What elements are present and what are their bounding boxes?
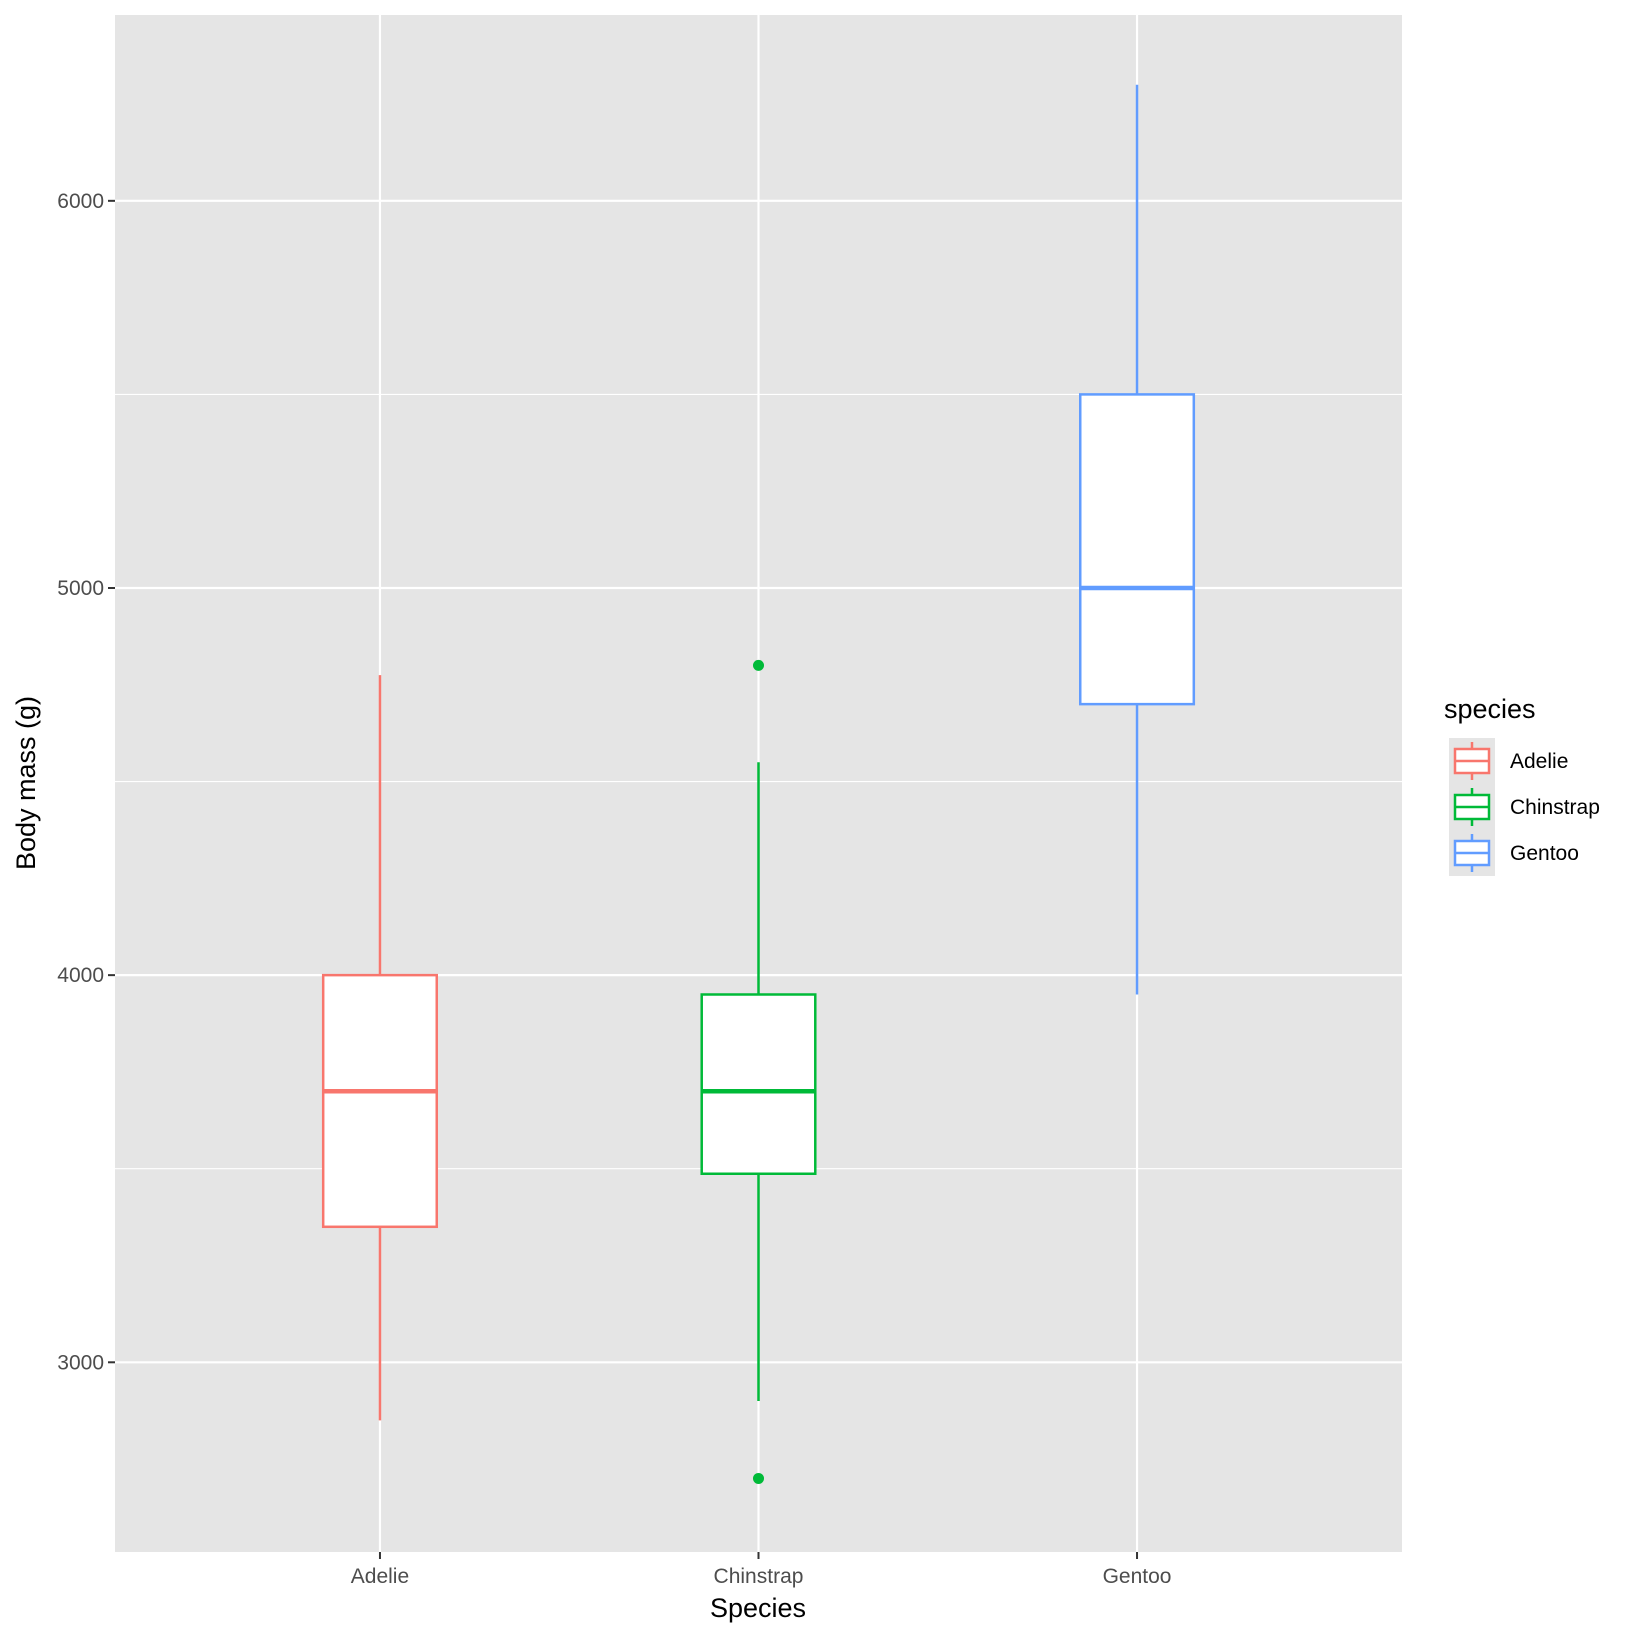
- iqr-box: [700, 993, 817, 1176]
- iqr-box: [321, 973, 438, 1229]
- legend-keys: Adelie Chinstrap Gentoo: [1449, 738, 1600, 876]
- legend: species Adelie Chinstrap Gentoo: [1444, 694, 1600, 876]
- box-adelie: [321, 675, 438, 1421]
- x-axis-title: Species: [710, 1593, 806, 1623]
- y-tick-label: 6000: [57, 190, 104, 213]
- legend-label: Adelie: [1510, 750, 1568, 773]
- y-tick-label: 4000: [57, 964, 104, 987]
- boxes-layer: [321, 84, 1196, 1484]
- x-axis: Adelie Chinstrap Gentoo: [351, 1552, 1172, 1588]
- y-tick-label: 3000: [57, 1351, 104, 1374]
- x-tick-label: Chinstrap: [714, 1565, 804, 1588]
- outlier-point: [753, 659, 764, 671]
- legend-key-gentoo: Gentoo: [1453, 834, 1579, 872]
- outlier-point: [753, 1472, 764, 1484]
- legend-label: Gentoo: [1510, 842, 1579, 865]
- legend-key-adelie: Adelie: [1453, 742, 1568, 780]
- y-axis-title: Body mass (g): [11, 696, 41, 870]
- iqr-box: [1079, 393, 1196, 706]
- box-gentoo: [1079, 84, 1196, 995]
- legend-key-chinstrap: Chinstrap: [1453, 788, 1600, 826]
- x-tick-label: Adelie: [351, 1565, 409, 1588]
- x-tick-label: Gentoo: [1103, 1565, 1172, 1588]
- y-axis: 3000 4000 5000 6000: [57, 190, 115, 1374]
- legend-label: Chinstrap: [1510, 796, 1600, 819]
- box-chinstrap: [700, 659, 817, 1484]
- y-tick-label: 5000: [57, 577, 104, 600]
- legend-title: species: [1444, 694, 1536, 724]
